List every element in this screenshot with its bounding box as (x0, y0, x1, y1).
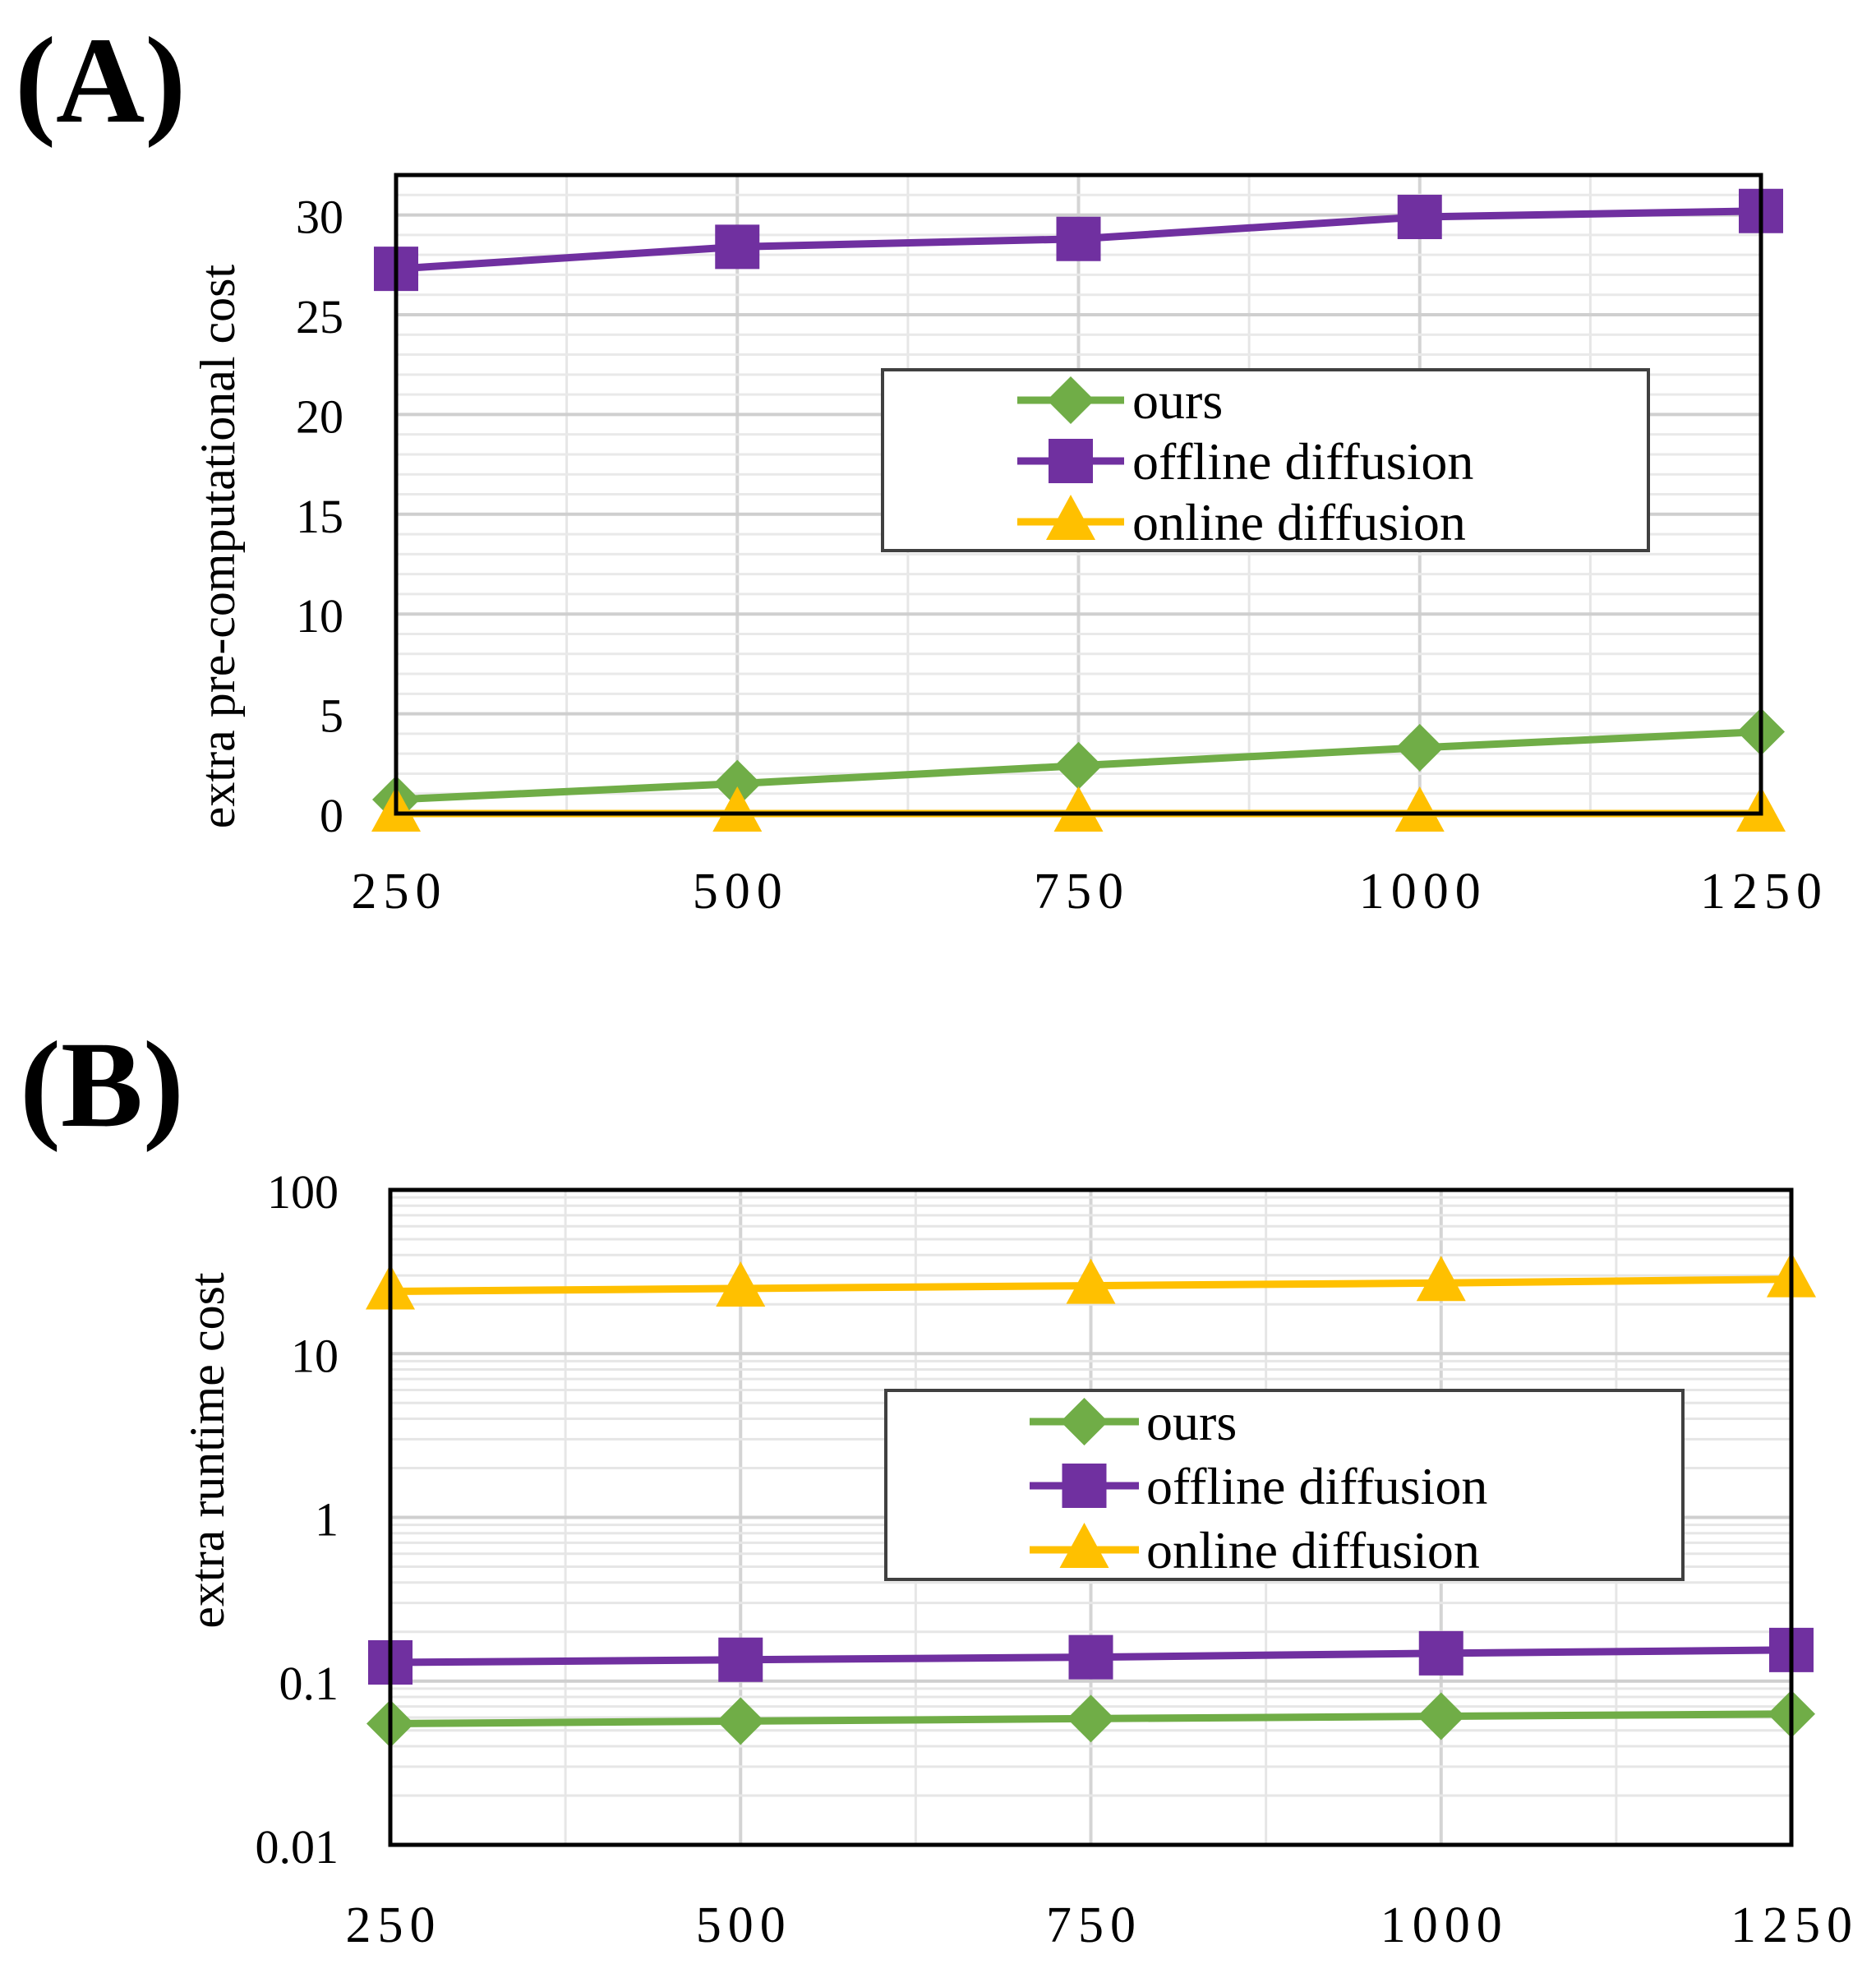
y-axis-title-a: extra pre-computational cost (191, 264, 245, 828)
x-tick-label: 250 (352, 864, 448, 920)
legend-marker-offline-diffusion (1062, 1464, 1107, 1508)
data-point-offline-diffusion (1418, 1630, 1463, 1676)
data-point-offline-diffusion (1056, 216, 1101, 261)
chart-panel-b: (B) 0.01 0.1 1 10 100 250 500 750 1000 1250 extr… (20, 1017, 1859, 1953)
x-ticks-a: 250 500 750 1000 1250 (352, 864, 1828, 920)
plot-frame-b (388, 1187, 1794, 1847)
data-point-online-diffusion (1053, 786, 1104, 832)
x-tick-label: 1000 (1359, 864, 1487, 920)
legend-label-ours: ours (1132, 371, 1223, 430)
data-point-offline-diffusion (1068, 1634, 1113, 1680)
legend-label-online-diffusion: online diffusion (1132, 493, 1466, 551)
x-tick-label: 1000 (1380, 1897, 1509, 1953)
legend-label-online-diffusion: online diffusion (1146, 1521, 1480, 1579)
data-point-offline-diffusion (715, 224, 760, 270)
legend-marker-offline-diffusion (1049, 439, 1093, 483)
legend-box (881, 368, 1650, 552)
y-ticks-a: 0 5 10 15 20 25 30 (296, 191, 343, 842)
legend-label-ours: ours (1146, 1393, 1237, 1451)
y-tick-label: 0.01 (256, 1820, 339, 1874)
legend-marker-online-diffusion (1046, 495, 1095, 540)
panel-label-b: (B) (20, 1017, 184, 1153)
legend-label-offline-diffusion: offline diffusion (1132, 432, 1473, 491)
data-point-ours (1067, 1694, 1115, 1743)
data-point-online-diffusion (712, 786, 763, 832)
data-point-ours (1054, 741, 1103, 790)
data-point-online-diffusion (716, 1261, 766, 1307)
legend-box (884, 1389, 1685, 1581)
data-point-offline-diffusion (1397, 194, 1442, 239)
data-point-online-diffusion (1416, 1256, 1466, 1302)
x-tick-label: 500 (693, 864, 789, 920)
data-point-ours (1417, 1692, 1465, 1740)
y-tick-label: 0 (320, 789, 343, 842)
legend-marker-ours (1060, 1398, 1109, 1445)
y-ticks-b: 0.01 0.1 1 10 100 (256, 1165, 339, 1874)
data-point-offline-diffusion (718, 1637, 763, 1682)
y-tick-label: 100 (267, 1165, 339, 1219)
data-point-online-diffusion (1394, 786, 1445, 832)
x-tick-label: 1250 (1700, 864, 1828, 920)
data-point-ours (1395, 723, 1444, 772)
plot-frame-a (394, 173, 1763, 816)
x-tick-label: 500 (696, 1897, 792, 1953)
y-tick-label: 25 (296, 290, 343, 343)
legend-marker-online-diffusion (1059, 1523, 1109, 1568)
x-tick-label: 1250 (1731, 1897, 1859, 1953)
data-point-online-diffusion (1066, 1258, 1116, 1304)
y-tick-label: 10 (296, 589, 343, 643)
legend-marker-ours (1047, 376, 1095, 424)
y-tick-label: 10 (291, 1329, 339, 1382)
x-ticks-b: 250 500 750 1000 1250 (346, 1897, 1859, 1953)
legend-label-offline-diffusion: offline diffusion (1146, 1457, 1487, 1515)
chart-panel-a: (A) 0 5 10 15 20 25 30 250 500 750 1000 1250 extra… (15, 12, 1828, 920)
y-tick-label: 1 (315, 1493, 339, 1547)
y-tick-label: 0.1 (279, 1657, 339, 1710)
y-tick-label: 20 (296, 390, 343, 443)
x-tick-label: 250 (346, 1897, 442, 1953)
y-tick-label: 5 (320, 689, 343, 743)
y-tick-label: 30 (296, 191, 343, 244)
x-tick-label: 750 (1034, 864, 1130, 920)
y-axis-title-b: extra runtime cost (180, 1272, 234, 1629)
y-tick-label: 15 (296, 490, 343, 543)
panel-label-a: (A) (15, 12, 186, 149)
data-point-ours (713, 759, 762, 808)
data-point-ours (717, 1697, 765, 1745)
legend-b: ours offline diffusion online diffusion (884, 1389, 1685, 1581)
x-tick-label: 750 (1046, 1897, 1142, 1953)
